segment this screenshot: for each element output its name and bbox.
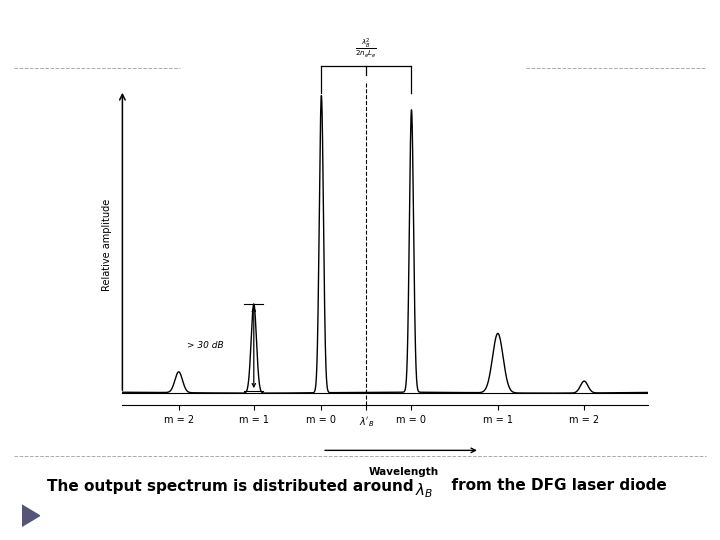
Text: $\lambda_B$: $\lambda_B$ xyxy=(415,481,433,500)
Polygon shape xyxy=(22,505,40,526)
Text: from the DFG laser diode: from the DFG laser diode xyxy=(441,478,667,494)
Text: The output spectrum is distributed around: The output spectrum is distributed aroun… xyxy=(47,478,413,494)
Text: Relative amplitude: Relative amplitude xyxy=(102,198,112,291)
Text: Wavelength: Wavelength xyxy=(369,467,438,477)
Text: > 30 dB: > 30 dB xyxy=(187,341,224,350)
Text: $\frac{\lambda_B^2}{2n_e L_e}$: $\frac{\lambda_B^2}{2n_e L_e}$ xyxy=(356,37,377,60)
